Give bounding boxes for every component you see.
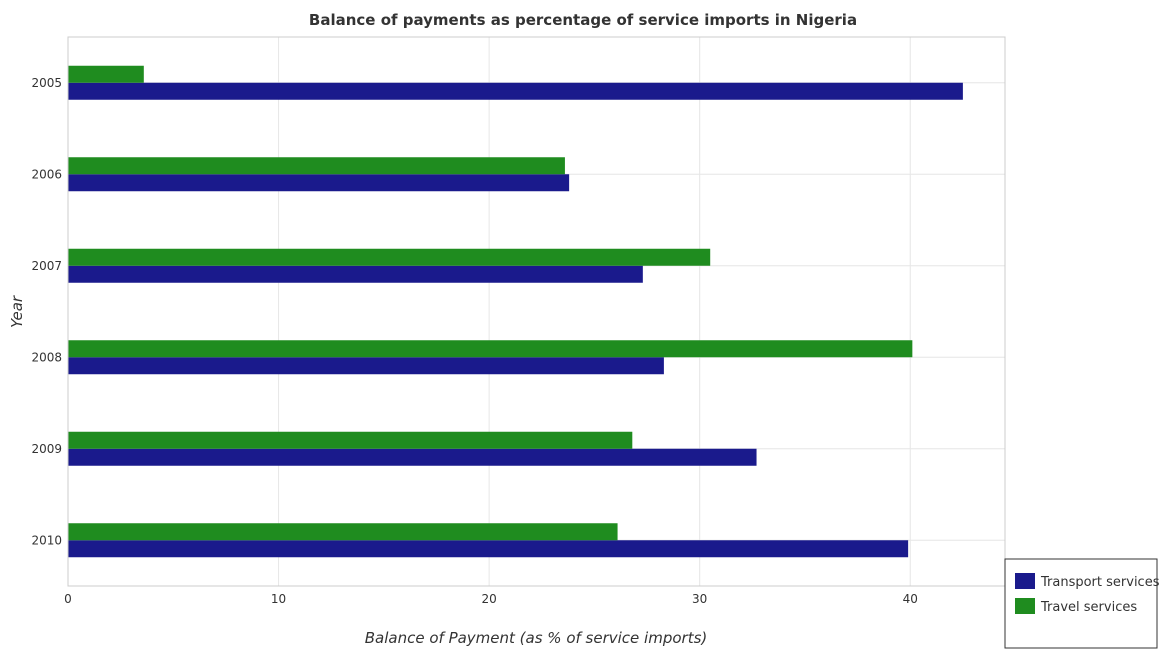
y-tick-label: 2009: [31, 442, 62, 456]
bar-transport-2009: [68, 448, 757, 466]
bar-travel-2008: [68, 340, 913, 358]
bar-transport-2005: [68, 82, 963, 100]
y-tick-label: 2010: [31, 533, 62, 547]
legend-swatch-travel: [1015, 598, 1035, 614]
legend-label-transport: Transport services: [1040, 575, 1160, 590]
x-tick-label: 0: [64, 592, 72, 606]
bar-travel-2009: [68, 431, 633, 449]
x-tick-label: 40: [903, 592, 918, 606]
chart-title: Balance of payments as percentage of ser…: [309, 11, 857, 29]
bar-travel-2005: [68, 65, 144, 83]
bar-transport-2008: [68, 357, 664, 375]
y-tick-label: 2005: [31, 76, 62, 90]
y-axis-label: Year: [8, 295, 26, 328]
legend-swatch-transport: [1015, 573, 1035, 589]
bar-travel-2006: [68, 157, 565, 175]
plot-frame: [67, 36, 1006, 587]
bars: [68, 65, 963, 558]
x-tick-labels: 0 10 20 30 40: [64, 592, 918, 606]
bar-transport-2010: [68, 540, 909, 558]
y-tick-label: 2008: [31, 350, 62, 364]
legend-label-travel: Travel services: [1040, 600, 1137, 615]
bar-transport-2006: [68, 174, 570, 192]
bar-transport-2007: [68, 265, 643, 283]
y-tick-label: 2006: [31, 167, 62, 181]
bar-travel-2010: [68, 523, 618, 541]
legend: Transport services Travel services: [1004, 558, 1160, 649]
bar-travel-2007: [68, 248, 711, 266]
y-tick-labels: 2005 2006 2007 2008 2009 2010: [31, 76, 62, 548]
x-tick-label: 30: [692, 592, 707, 606]
x-axis-label: Balance of Payment (as % of service impo…: [365, 629, 708, 647]
x-tick-label: 20: [481, 592, 496, 606]
x-tick-label: 10: [271, 592, 286, 606]
grid: [67, 37, 1005, 586]
y-tick-label: 2007: [31, 259, 62, 273]
